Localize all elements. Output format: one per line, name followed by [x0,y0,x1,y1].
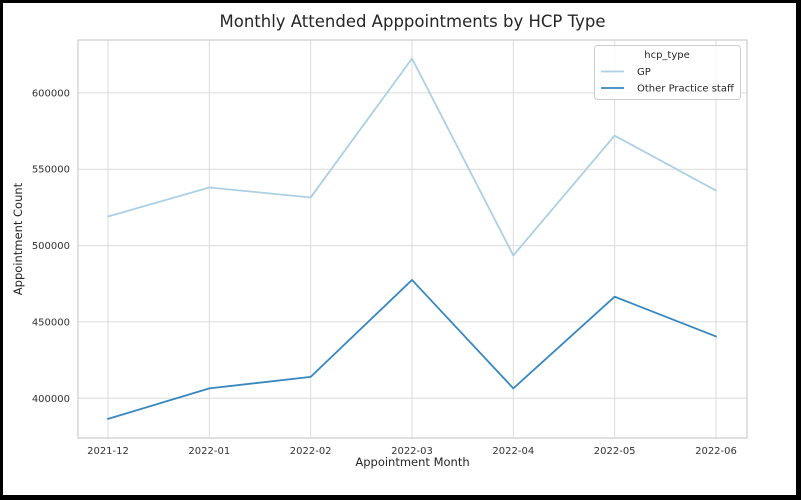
plot-border [77,39,748,439]
x-tick-label: 2021-12 [87,446,129,457]
y-axis-label: Appointment Count [11,182,25,296]
legend-label: GP [637,67,651,78]
x-tick-label: 2022-05 [594,446,636,457]
legend-label: Other Practice staff [637,84,735,95]
y-tick-label: 500000 [32,241,70,252]
series-line-gp [107,57,717,257]
series-line-other-practice-staff [107,279,717,420]
legend-title: hcp_type [644,50,690,61]
x-tick-label: 2022-06 [695,446,737,457]
x-axis-label: Appointment Month [355,455,470,469]
tick-labels: 400000 450000 500000 550000 600000 2021-12 202… [32,88,737,457]
x-tick-label: 2022-01 [188,446,230,457]
y-tick-label: 450000 [32,317,70,328]
y-tick-label: 550000 [32,165,70,176]
y-tick-label: 400000 [32,394,70,405]
y-tick-label: 600000 [32,88,70,99]
chart-title: Monthly Attended Apppointments by HCP Ty… [219,12,606,31]
legend: hcp_type GP Other Practice staff [594,45,741,100]
legend-box [594,45,741,100]
x-tick-label: 2022-02 [290,446,332,457]
line-chart: 400000 450000 500000 550000 600000 2021-12 202… [32,39,748,457]
gridlines [78,40,747,438]
x-tick-label: 2022-03 [391,446,433,457]
x-tick-label: 2022-04 [492,446,534,457]
